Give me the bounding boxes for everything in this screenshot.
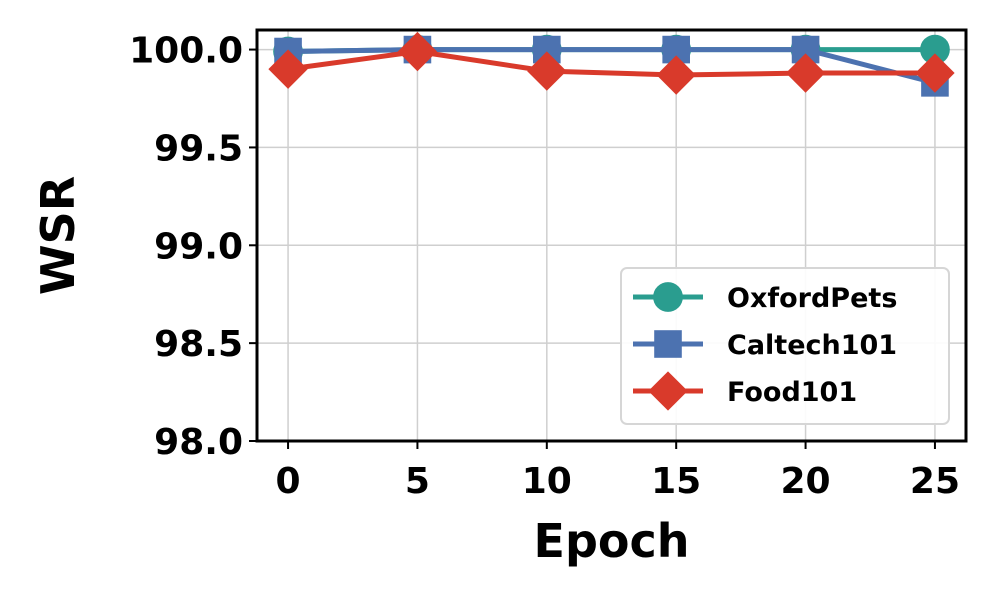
y-tick-label: 98.0 <box>154 422 243 463</box>
series-line <box>288 47 936 86</box>
legend-item: OxfordPets <box>633 282 897 314</box>
legend-marker <box>648 371 688 411</box>
legend-label: Caltech101 <box>727 330 897 361</box>
x-tick-label: 15 <box>651 461 701 502</box>
series-caltech101 <box>274 35 949 97</box>
legend-label: OxfordPets <box>727 283 897 314</box>
data-point <box>785 53 826 93</box>
data-point <box>268 49 308 89</box>
y-axis-title: WSR <box>31 176 85 295</box>
x-tick-label: 10 <box>522 461 572 502</box>
y-tick-label: 99.5 <box>154 128 243 169</box>
data-point <box>397 31 438 72</box>
legend: OxfordPets Caltech101 Food101 <box>620 267 950 425</box>
legend-marker <box>653 282 683 312</box>
legend-box <box>620 267 950 425</box>
x-tick-label: 20 <box>781 461 831 502</box>
series-line <box>287 49 935 78</box>
series-food101 <box>268 31 955 95</box>
legend-item: Food101 <box>633 371 857 411</box>
y-tick-label: 99.0 <box>154 226 243 267</box>
x-tick-label: 0 <box>276 461 301 502</box>
data-point <box>656 55 696 95</box>
data-point <box>915 53 955 93</box>
plot-series <box>268 31 955 97</box>
x-ticks: 0 5 10 15 20 25 <box>276 441 960 502</box>
legend-item: Caltech101 <box>633 330 897 361</box>
x-tick-label: 25 <box>910 461 960 502</box>
data-point <box>920 34 950 65</box>
y-tick-label: 100.0 <box>129 31 243 72</box>
plot-frame <box>255 28 968 443</box>
data-point <box>527 51 567 91</box>
y-ticks: 98.0 98.5 99.0 99.5 100.0 <box>129 31 257 463</box>
y-tick-label: 98.5 <box>154 324 243 365</box>
x-tick-label: 5 <box>405 461 430 502</box>
legend-marker <box>654 330 682 358</box>
legend-label: Food101 <box>727 377 857 408</box>
x-axis-title: Epoch <box>534 514 690 568</box>
